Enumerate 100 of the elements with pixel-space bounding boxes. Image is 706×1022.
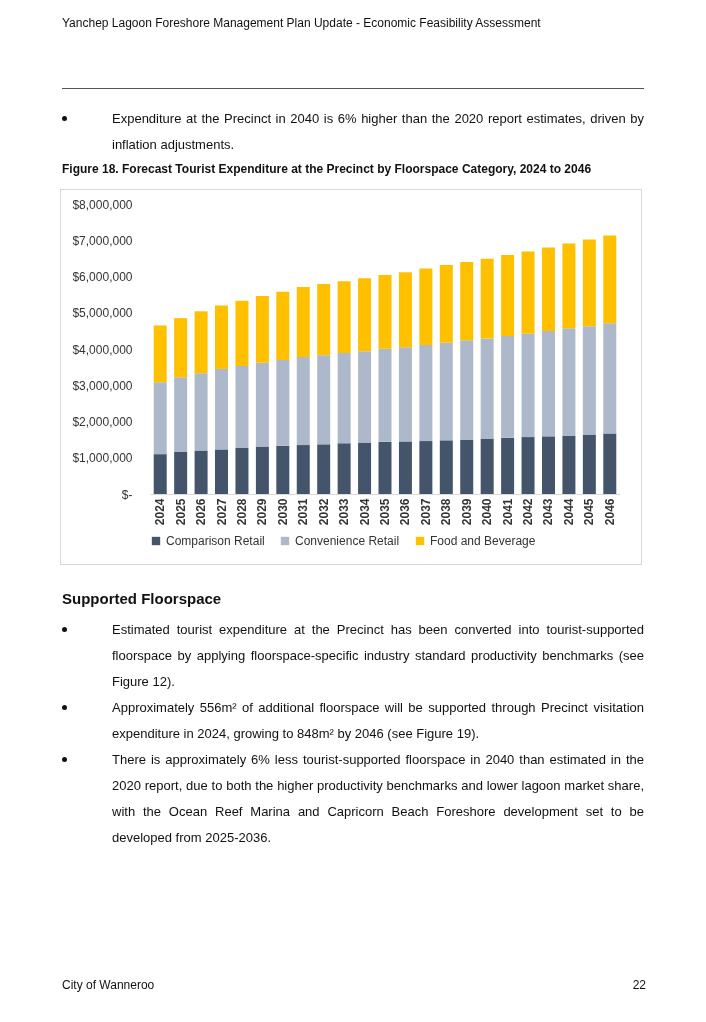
bar [337, 443, 351, 494]
bar [153, 382, 167, 455]
bar [276, 291, 290, 360]
bar [317, 284, 331, 356]
bar [439, 342, 453, 441]
text: Estimated tourist expenditure at the Precinct has been converted into tourist-supported floorspace by applying floorspace-specific industry standard productivity benchmarks (see Figure 12). [111, 621, 644, 691]
bar [235, 300, 249, 367]
x-tick-label: 2030 [275, 498, 290, 526]
bar [603, 433, 617, 494]
bar [501, 255, 515, 336]
text: 22 [632, 978, 646, 992]
y-tick-label: $1,000,000 [72, 451, 133, 466]
bar [501, 437, 515, 494]
bar [194, 450, 208, 494]
y-tick-label: $8,000,000 [72, 197, 133, 212]
bar [460, 262, 474, 341]
x-tick-label: 2042 [521, 498, 536, 526]
x-tick-label: 2036 [398, 498, 413, 526]
bar [215, 368, 229, 450]
y-tick-label: $7,000,000 [72, 233, 133, 248]
bar [358, 351, 372, 443]
bar [603, 323, 617, 434]
chart-title: Figure 18. Forecast Tourist Expenditure at the Precinct by Floorspace Category, 2024 to 2046 [62, 162, 592, 176]
bar [255, 296, 269, 363]
x-tick-label: 2024 [153, 498, 168, 526]
text: Approximately 556m² of additional floorspace will be supported through Precinct visitation expenditure in 2024, growing to 848m² by 2046 (see Figure 19). [111, 699, 644, 743]
bar [480, 338, 494, 439]
bar [460, 439, 474, 494]
x-tick-label: 2043 [541, 498, 556, 526]
text: City of Wanneroo [62, 978, 155, 992]
bar [541, 436, 555, 494]
x-tick-label: 2046 [602, 498, 617, 526]
bar [562, 328, 576, 436]
bar [562, 243, 576, 329]
y-tick-label: $6,000,000 [72, 270, 133, 284]
bar [521, 333, 535, 438]
bar [235, 366, 249, 448]
bar [582, 239, 596, 327]
bar [235, 447, 249, 494]
bar [317, 444, 331, 494]
bar [276, 359, 290, 446]
bar [358, 442, 372, 494]
bar [419, 345, 433, 442]
y-tick-label: $5,000,000 [72, 306, 133, 321]
bar [398, 347, 412, 442]
x-tick-label: 2044 [561, 498, 576, 526]
bar [153, 454, 167, 494]
bar [521, 251, 535, 334]
bar [541, 247, 555, 331]
bar [296, 287, 310, 357]
x-tick-label: 2031 [296, 498, 311, 526]
x-tick-label: 2034 [357, 498, 372, 526]
y-tick-label: $- [121, 487, 133, 502]
bar [378, 275, 392, 349]
bar [317, 355, 331, 445]
bar [174, 451, 188, 494]
bar [153, 325, 167, 383]
bar [398, 272, 412, 348]
legend-label: Food and Beverage [430, 534, 536, 548]
bar [378, 441, 392, 494]
bar [174, 318, 188, 378]
text: There is approximately 6% less tourist-supported floorspace in 2040 than estimated in the 2020 report, due to both the higher productivity benchmarks and lower lagoon market share, with the Ocean Reef Marina and Capricorn Beach Foreshore development set to be developed from 2025-2036. [111, 751, 644, 847]
bar [215, 305, 229, 369]
bar [582, 326, 596, 435]
x-tick-label: 2039 [459, 498, 474, 526]
bar [419, 268, 433, 346]
x-tick-label: 2033 [337, 498, 352, 526]
x-tick-label: 2027 [214, 498, 229, 526]
bar [439, 440, 453, 494]
bar [603, 235, 617, 324]
bar [582, 434, 596, 494]
bar [215, 449, 229, 494]
y-tick-label: $2,000,000 [72, 415, 133, 429]
x-tick-label: 2028 [234, 498, 249, 526]
bar [521, 437, 535, 494]
bar [419, 441, 433, 494]
x-tick-label: 2040 [480, 498, 495, 526]
bar [398, 441, 412, 494]
text: Supported Floorspace [62, 590, 223, 607]
x-tick-label: 2029 [255, 498, 270, 526]
x-tick-label: 2038 [439, 498, 454, 526]
bar [501, 335, 515, 438]
bar [378, 348, 392, 442]
text: Expenditure at the Precinct in 2040 is 6% higher than the 2020 report estimates, driven by inflation adjustments. [111, 110, 644, 154]
bar [337, 281, 351, 353]
bar [194, 373, 208, 451]
x-tick-label: 2035 [378, 498, 392, 526]
x-tick-label: 2032 [316, 498, 331, 526]
x-tick-label: 2045 [582, 498, 597, 526]
x-tick-label: 2025 [173, 498, 188, 526]
bar [541, 330, 555, 437]
text: Yanchep Lagoon Foreshore Management Plan Update - Economic Feasibility Assessment [62, 16, 541, 30]
bar [358, 278, 372, 352]
legend-label: Comparison Retail [166, 534, 265, 548]
bar [480, 258, 494, 339]
bar [562, 435, 576, 494]
legend-label: Convenience Retail [295, 534, 400, 548]
bar [337, 352, 351, 444]
bar [480, 438, 494, 494]
y-tick-label: $4,000,000 [72, 342, 133, 357]
